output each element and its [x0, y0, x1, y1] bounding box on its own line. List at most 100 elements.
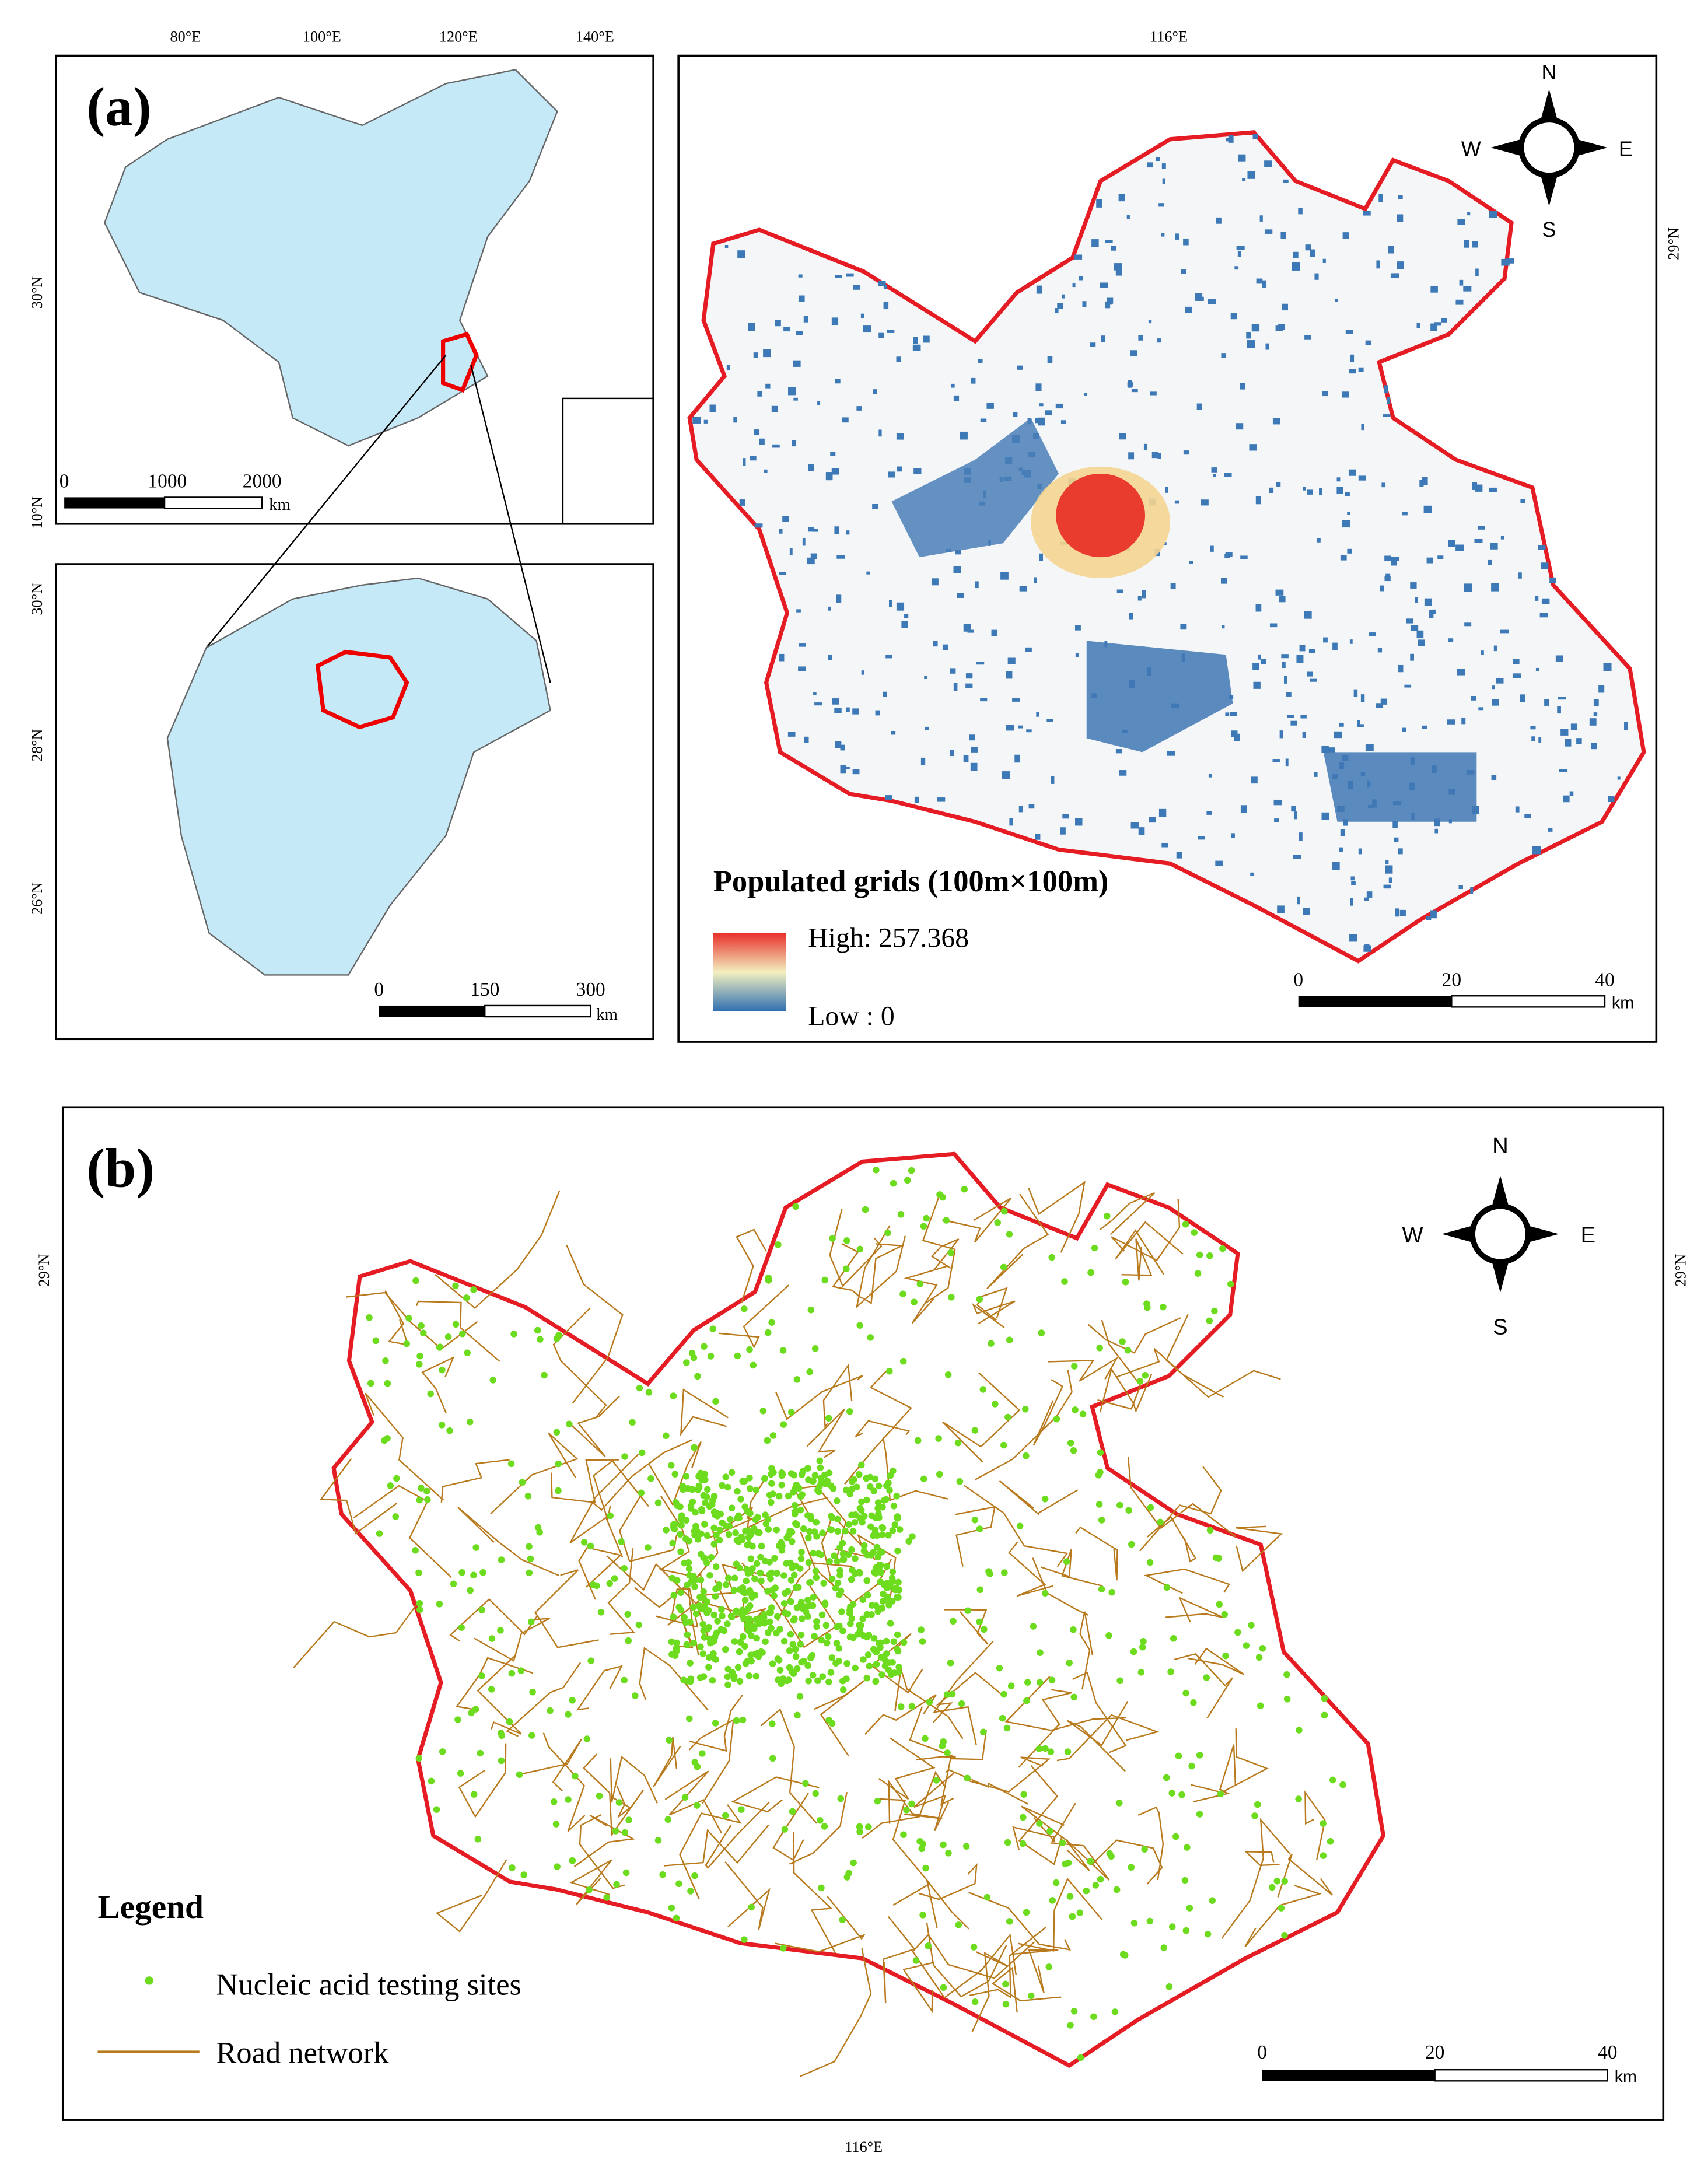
testing-site: [1079, 1410, 1087, 1418]
population-cell: [1304, 611, 1312, 619]
population-cell: [1391, 559, 1397, 566]
population-cell: [1185, 306, 1192, 313]
testing-site: [964, 1607, 972, 1615]
testing-site: [813, 1574, 820, 1581]
testing-site: [586, 1886, 593, 1894]
population-cell: [1303, 487, 1306, 491]
population-cell: [1425, 916, 1432, 921]
testing-site: [866, 1662, 873, 1670]
testing-site: [874, 1608, 881, 1615]
testing-site: [773, 1527, 780, 1534]
testing-site: [835, 1645, 843, 1652]
road: [522, 1739, 582, 1792]
testing-site: [895, 1578, 902, 1586]
testing-site: [1116, 1502, 1124, 1509]
province-highlight: [441, 331, 479, 393]
population-cell: [1429, 610, 1434, 618]
testing-site: [827, 1669, 835, 1676]
testing-site: [706, 1572, 713, 1579]
testing-site: [670, 1614, 677, 1620]
population-cell: [1091, 239, 1099, 247]
road: [799, 1948, 872, 2077]
testing-site: [701, 1634, 708, 1641]
population-cell: [1045, 410, 1052, 415]
testing-site: [488, 1686, 495, 1693]
population-cell: [1492, 699, 1499, 706]
testing-site: [1070, 1447, 1077, 1454]
testing-site: [758, 1542, 765, 1550]
population-cell: [726, 365, 730, 370]
population-cell: [1198, 836, 1205, 840]
testing-site: [707, 1353, 715, 1360]
population-cell: [1416, 323, 1420, 328]
testing-site: [1140, 1637, 1147, 1645]
testing-site: [837, 1587, 845, 1595]
testing-site: [690, 1354, 698, 1362]
testing-site: [745, 1618, 752, 1626]
testing-site: [782, 1590, 789, 1597]
testing-site: [527, 1618, 535, 1626]
population-cell: [980, 418, 987, 422]
testing-site: [893, 1586, 901, 1594]
road: [862, 1243, 905, 1305]
compass-e: E: [1619, 137, 1633, 160]
testing-site: [699, 1620, 706, 1628]
population-cell: [1055, 403, 1063, 409]
population-cell: [788, 732, 796, 737]
population-cell: [1155, 157, 1160, 162]
road: [607, 1548, 635, 1635]
testing-site: [847, 1620, 854, 1628]
testing-site: [832, 1584, 839, 1592]
road: [1127, 1457, 1236, 1538]
road: [293, 1602, 419, 1668]
legend-site-symbol: [145, 1976, 153, 1985]
testing-site: [848, 1546, 855, 1553]
population-cell: [1036, 285, 1042, 294]
testing-site: [878, 1654, 885, 1661]
population-cell: [1198, 296, 1204, 301]
road: [590, 1439, 692, 1511]
testing-site: [464, 1349, 471, 1356]
testing-site: [903, 1807, 910, 1814]
population-cell: [1380, 585, 1384, 592]
population-cell: [887, 330, 895, 333]
road: [664, 1770, 722, 1834]
testing-site: [498, 1757, 505, 1765]
testing-site: [773, 1570, 780, 1577]
testing-site: [789, 1808, 796, 1815]
population-grid: [692, 134, 1628, 952]
testing-site: [670, 1392, 677, 1399]
testing-site: [1019, 1840, 1027, 1847]
testing-site: [1204, 1930, 1212, 1938]
testing-site: [805, 1559, 813, 1566]
population-cell: [1477, 526, 1485, 530]
testing-site: [1020, 1814, 1027, 1821]
population-cell: [1385, 860, 1389, 864]
testing-site: [834, 1623, 841, 1630]
population-cell: [937, 797, 946, 802]
population-cell: [1532, 846, 1541, 855]
testing-site: [1023, 1452, 1030, 1460]
population-cell: [1253, 681, 1261, 689]
population-cell: [1017, 365, 1023, 370]
testing-site: [678, 1512, 685, 1519]
testing-site: [878, 1524, 886, 1531]
testing-site: [700, 1627, 707, 1634]
population-cell: [1348, 469, 1356, 476]
population-cell: [1222, 625, 1225, 629]
testing-site: [1006, 1336, 1013, 1343]
testing-site: [842, 1486, 850, 1494]
testing-site: [828, 1526, 835, 1534]
population-cell: [885, 795, 892, 800]
population-cell: [1272, 759, 1280, 762]
road: [930, 1238, 960, 1270]
road: [775, 1375, 863, 1420]
population-cell: [1084, 393, 1087, 396]
population-patch: [1323, 752, 1477, 822]
testing-site: [1339, 1781, 1346, 1788]
testing-site: [1254, 1801, 1261, 1808]
testing-site: [708, 1554, 715, 1561]
population-cell: [1557, 706, 1561, 714]
testing-site: [750, 1362, 757, 1369]
